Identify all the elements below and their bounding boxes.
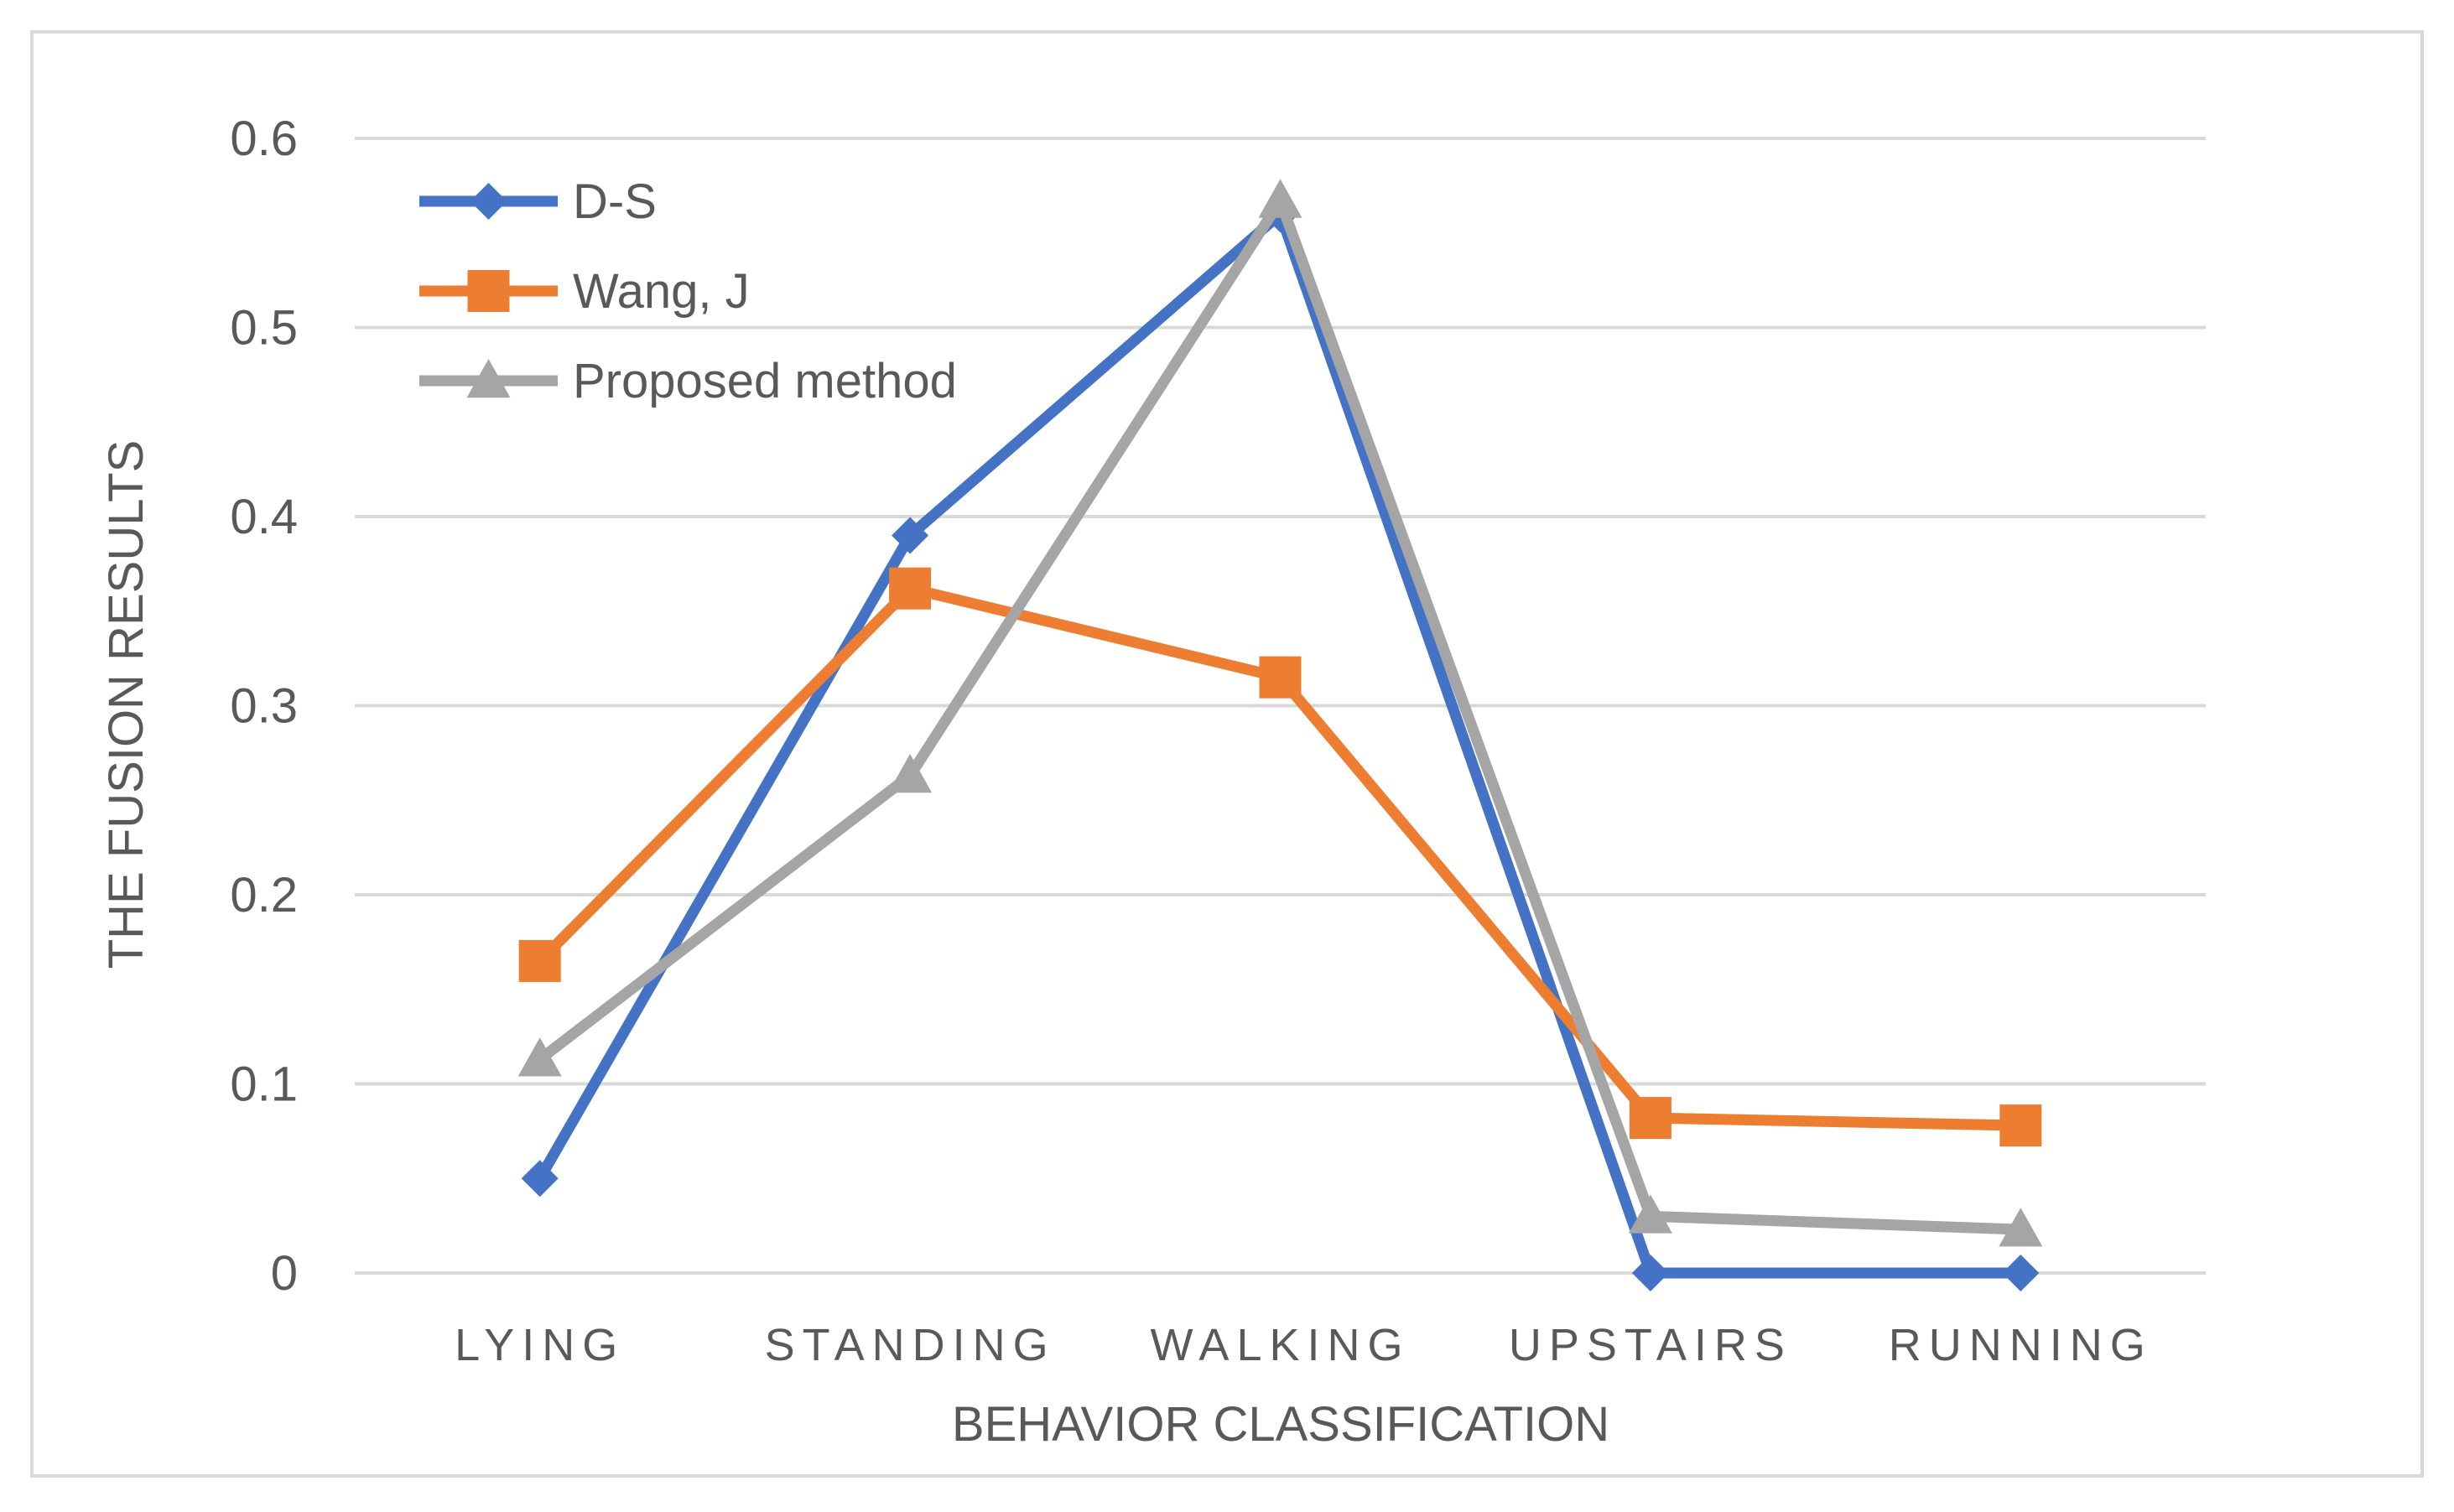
data-point-marker bbox=[1629, 1097, 1672, 1140]
y-tick-label: 0 bbox=[271, 1246, 298, 1301]
data-point-marker bbox=[889, 567, 932, 610]
y-tick-label: 0.2 bbox=[230, 868, 298, 922]
legend-label: D-S bbox=[573, 174, 657, 229]
x-axis-title: BEHAVIOR CLASSIFICATION bbox=[952, 1397, 1609, 1452]
data-point-marker bbox=[517, 1037, 562, 1077]
legend-swatch-marker bbox=[466, 359, 511, 398]
series-2 bbox=[518, 567, 2042, 1147]
x-tick-label: LYING bbox=[455, 1320, 625, 1370]
legend-item: Wang, J bbox=[419, 264, 750, 319]
data-point-marker bbox=[888, 753, 933, 793]
x-tick-label: UPSTAIRS bbox=[1509, 1320, 1792, 1370]
data-point-marker bbox=[1259, 656, 1302, 699]
gridlines bbox=[355, 137, 2206, 1275]
data-point-marker bbox=[892, 517, 929, 554]
y-tick-label: 0.1 bbox=[230, 1057, 298, 1112]
data-point-marker bbox=[1631, 1255, 1669, 1291]
chart-border bbox=[30, 30, 2424, 1478]
y-tick-label: 0.3 bbox=[230, 679, 298, 734]
data-point-marker bbox=[1258, 179, 1302, 218]
legend-label: Wang, J bbox=[573, 264, 750, 319]
legend-swatch-marker bbox=[467, 270, 510, 312]
data-point-marker bbox=[521, 1160, 559, 1198]
x-axis-ticks: LYING STANDING WALKING UPSTAIRS RUNNING bbox=[455, 1320, 2153, 1370]
data-point-marker bbox=[518, 939, 561, 982]
data-series bbox=[517, 179, 2043, 1291]
x-tick-label: WALKING bbox=[1150, 1320, 1410, 1370]
y-axis-ticks: 0 0.1 0.2 0.3 0.4 0.5 0.6 bbox=[230, 112, 298, 1301]
data-point-marker bbox=[2002, 1255, 2040, 1291]
legend-swatch-marker bbox=[470, 183, 507, 220]
y-tick-label: 0.4 bbox=[230, 490, 298, 544]
data-point-marker bbox=[1628, 1194, 1672, 1234]
legend: D-S Wang, J Proposed method bbox=[419, 174, 957, 408]
y-tick-label: 0.5 bbox=[230, 301, 298, 356]
legend-item: Proposed method bbox=[419, 354, 957, 408]
y-tick-label: 0.6 bbox=[230, 112, 298, 166]
data-point-marker bbox=[1999, 1104, 2042, 1147]
x-tick-label: STANDING bbox=[765, 1320, 1056, 1370]
legend-label: Proposed method bbox=[573, 354, 957, 408]
y-axis-title: THE FUSION RESULTS bbox=[99, 440, 153, 969]
legend-item: D-S bbox=[419, 174, 657, 229]
x-tick-label: RUNNING bbox=[1889, 1320, 2153, 1370]
data-point-marker bbox=[1999, 1208, 2043, 1247]
series-3 bbox=[517, 179, 2043, 1247]
